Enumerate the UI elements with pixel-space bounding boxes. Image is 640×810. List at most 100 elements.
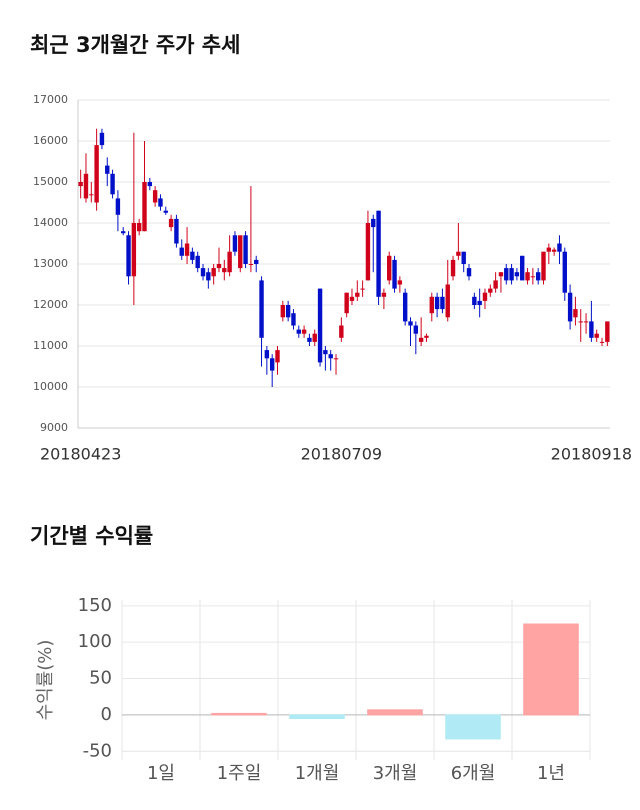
y-tick-label: 150 xyxy=(78,595,112,616)
candle-body xyxy=(482,292,488,301)
y-tick-label: 12000 xyxy=(33,298,68,311)
candle-body xyxy=(472,296,477,305)
candle-body xyxy=(200,268,206,277)
candle-body xyxy=(339,325,344,338)
y-tick-label: 50 xyxy=(89,668,112,689)
candle-body xyxy=(94,145,99,203)
candle-body xyxy=(530,276,536,278)
candle-body xyxy=(509,268,514,281)
chart-title: 최근 3개월간 주가 추세 xyxy=(30,33,240,57)
candle-body xyxy=(418,337,424,342)
x-tick-label: 3개월 xyxy=(373,763,418,784)
candle-body xyxy=(131,223,137,277)
y-tick-label: 11000 xyxy=(33,339,68,352)
x-tick-label: 20180423 xyxy=(40,445,121,464)
candle-body xyxy=(594,333,599,338)
y-tick-label: 100 xyxy=(78,631,112,652)
x-tick-label: 1주일 xyxy=(217,763,262,784)
candle-body xyxy=(307,337,312,342)
x-tick-label: 20180709 xyxy=(301,445,382,464)
candle-body xyxy=(333,358,339,360)
candle-body xyxy=(583,321,589,323)
bar xyxy=(289,714,345,720)
candle-body xyxy=(222,268,227,273)
candle-body xyxy=(461,251,466,264)
candle-body xyxy=(184,243,190,256)
y-tick-label: 16000 xyxy=(33,134,68,147)
candle-body xyxy=(355,292,360,297)
candle-body xyxy=(323,350,328,355)
candle-body xyxy=(83,173,89,199)
candle-body xyxy=(216,264,222,269)
candle-body xyxy=(301,329,307,334)
candle-body xyxy=(296,329,301,334)
candle-body xyxy=(147,182,153,187)
candle-body xyxy=(275,350,280,363)
candle-body xyxy=(498,272,504,277)
y-tick-label: 10000 xyxy=(33,380,68,393)
candle-body xyxy=(551,249,557,252)
candle-body xyxy=(477,300,482,305)
candle-body xyxy=(206,272,211,281)
candle-body xyxy=(344,292,349,314)
candle-body xyxy=(121,231,126,234)
candle-body xyxy=(317,288,323,363)
y-tick-label: 15000 xyxy=(33,175,68,188)
candle-body xyxy=(110,173,115,195)
candle-body xyxy=(445,284,450,318)
candle-body xyxy=(525,272,530,281)
y-tick-label: 13000 xyxy=(33,257,68,270)
candle-body xyxy=(541,251,546,281)
candle-body xyxy=(493,280,498,289)
candle-body xyxy=(190,251,195,260)
candle-body xyxy=(259,280,264,338)
x-tick-label: 1개월 xyxy=(295,763,340,784)
candle-body xyxy=(434,296,440,310)
candle-body xyxy=(254,259,259,264)
y-tick-label: -50 xyxy=(83,740,112,761)
candle-body xyxy=(163,210,168,213)
candle-body xyxy=(105,165,110,174)
candle-body xyxy=(99,132,105,146)
candle-body xyxy=(115,198,121,215)
candle-body xyxy=(126,235,131,277)
candle-body xyxy=(238,235,243,269)
candle-body xyxy=(599,341,605,343)
x-tick-label: 20180918 xyxy=(551,445,632,464)
candle-body xyxy=(376,210,381,297)
bar xyxy=(523,623,579,716)
candle-body xyxy=(567,292,573,322)
chart-title: 기간별 수익률 xyxy=(30,524,153,548)
candle-body xyxy=(397,280,403,285)
candle-body xyxy=(285,305,291,318)
y-tick-label: 0 xyxy=(101,704,112,725)
candle-body xyxy=(291,313,296,326)
candle-body xyxy=(456,251,461,256)
candle-body xyxy=(243,235,248,264)
candle-body xyxy=(227,251,232,273)
candle-body xyxy=(232,235,238,252)
y-tick-label: 14000 xyxy=(33,216,68,229)
candle-body xyxy=(179,247,184,256)
candle-body xyxy=(371,218,376,228)
candle-body xyxy=(466,268,472,277)
candle-body xyxy=(264,350,270,359)
bar xyxy=(211,712,267,716)
candle-body xyxy=(520,255,525,281)
y-tick-label: 17000 xyxy=(33,93,68,106)
candle-body xyxy=(440,296,445,310)
bar xyxy=(445,714,501,740)
candle-body xyxy=(195,255,200,269)
y-axis-label: 수익률(%) xyxy=(35,640,56,721)
candle-body xyxy=(78,182,83,187)
candle-body xyxy=(89,194,94,196)
candle-body xyxy=(413,325,419,334)
candle-body xyxy=(402,292,408,322)
candle-body xyxy=(424,335,429,338)
candle-body xyxy=(349,296,355,301)
candle-body xyxy=(174,218,179,244)
candle-body xyxy=(488,288,493,293)
y-tick-label: 9000 xyxy=(40,421,68,434)
